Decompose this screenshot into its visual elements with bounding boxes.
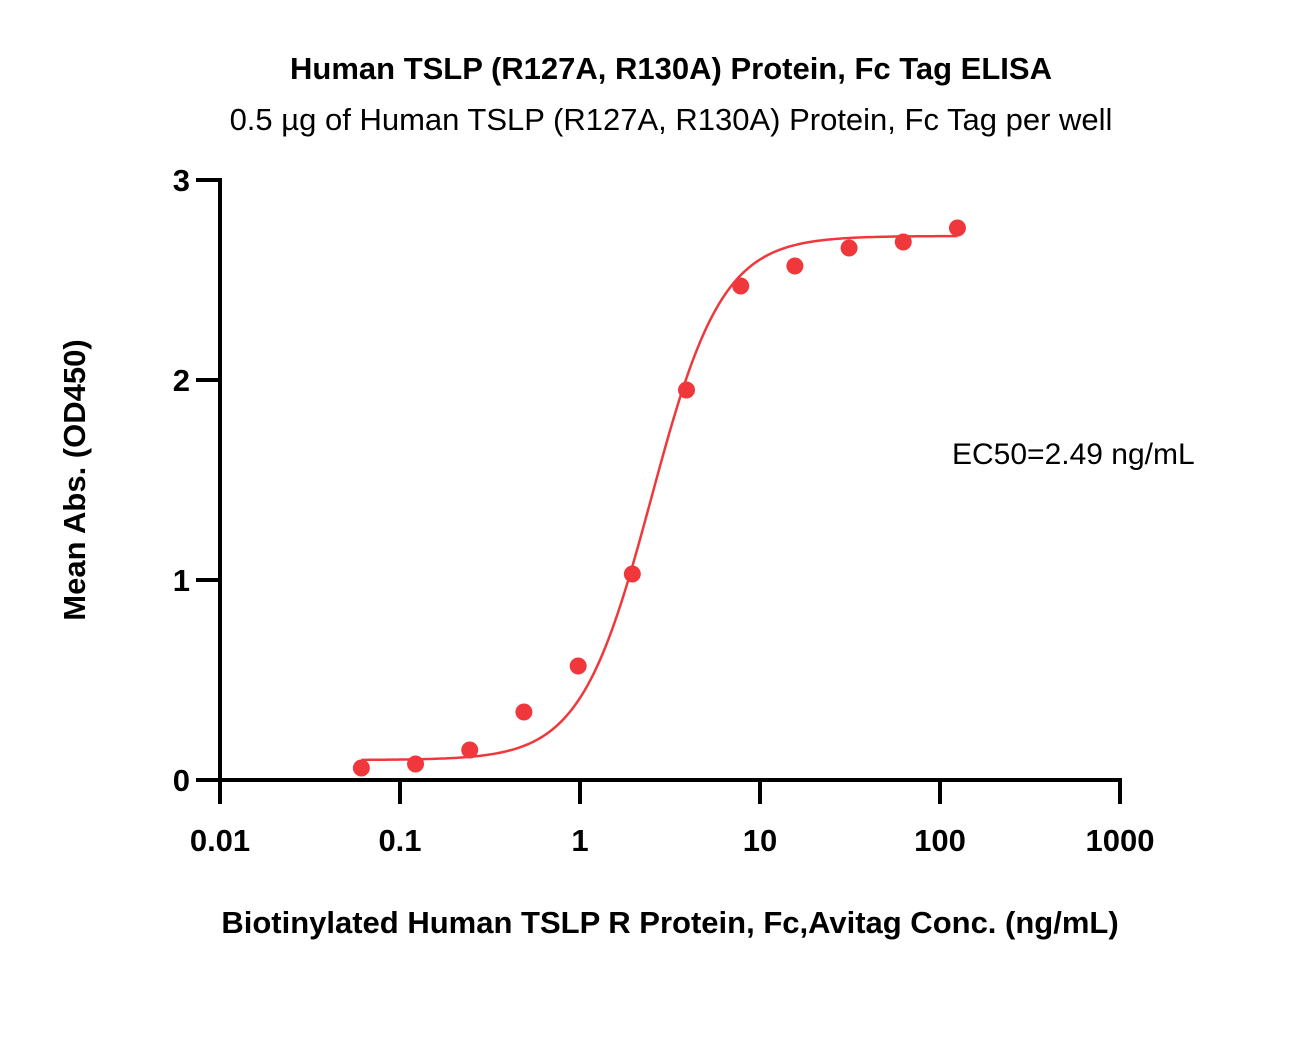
y-tick-label: 0 [173, 763, 190, 798]
x-tick-label: 0.1 [378, 823, 421, 858]
y-tick-label: 3 [173, 163, 190, 198]
ec50-annotation: EC50=2.49 ng/mL [952, 438, 1195, 471]
data-point [352, 759, 370, 777]
x-ticks: 0.01 0.1 1 10 100 1000 [190, 780, 1155, 858]
data-point [461, 741, 479, 759]
data-point [678, 381, 696, 399]
x-tick-label: 100 [914, 823, 966, 858]
data-point [407, 755, 425, 773]
data-point [515, 703, 533, 721]
x-axis-label: Biotinylated Human TSLP R Protein, Fc,Av… [221, 905, 1118, 940]
y-axis-label: Mean Abs. (OD450) [57, 339, 92, 620]
data-point [840, 239, 858, 257]
data-point [894, 233, 912, 251]
x-tick-label: 0.01 [190, 823, 250, 858]
chart-title: Human TSLP (R127A, R130A) Protein, Fc Ta… [290, 51, 1052, 86]
axes [218, 178, 1122, 782]
x-tick-label: 1000 [1086, 823, 1155, 858]
y-ticks: 0 1 2 3 [173, 163, 220, 798]
fit-curve [361, 234, 958, 762]
y-tick-label: 1 [173, 563, 190, 598]
x-tick-label: 10 [743, 823, 777, 858]
y-tick-label: 2 [173, 363, 190, 398]
data-points [352, 219, 966, 777]
data-point [786, 257, 804, 275]
fit-curves [361, 234, 958, 762]
data-point [569, 657, 587, 675]
chart-subtitle: 0.5 µg of Human TSLP (R127A, R130A) Prot… [230, 102, 1113, 137]
data-point [948, 219, 966, 237]
x-tick-label: 1 [571, 823, 588, 858]
data-point [623, 565, 641, 583]
data-point [732, 277, 750, 295]
